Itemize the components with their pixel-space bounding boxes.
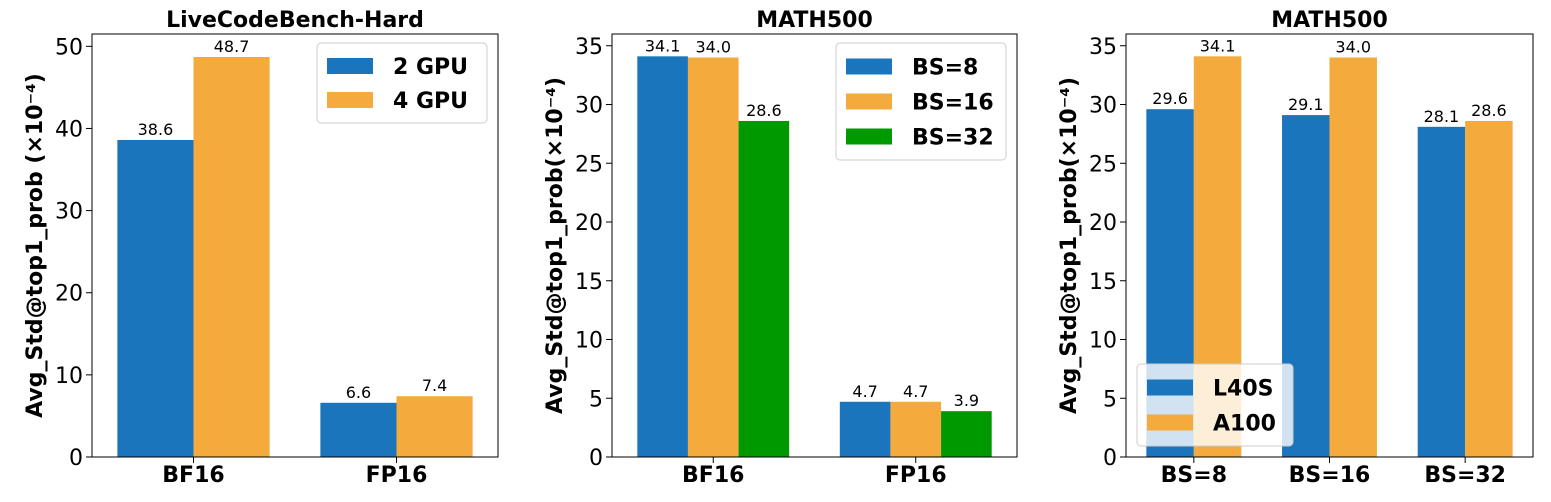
y-axis-label: Avg_Std@top1_prob(×10⁻⁴)	[543, 77, 568, 414]
legend-label: 2 GPU	[393, 55, 468, 80]
bar-value-label: 29.1	[1288, 95, 1324, 114]
chart-title: MATH500	[756, 8, 873, 33]
legend-label: A100	[1213, 412, 1276, 437]
bar	[941, 411, 992, 457]
bar	[1329, 57, 1377, 457]
bar-value-label: 48.7	[214, 37, 250, 56]
bar	[193, 56, 270, 458]
legend-swatch	[1147, 379, 1193, 396]
y-tick-label: 25	[1089, 152, 1117, 177]
bar-value-label: 4.7	[852, 382, 877, 401]
bar	[1465, 120, 1513, 457]
bar-value-label: 6.6	[346, 383, 371, 402]
bar	[320, 402, 397, 457]
bar-value-label: 28.1	[1424, 107, 1460, 126]
bar-value-label: 28.6	[1471, 101, 1507, 120]
x-tick-label: BS=8	[1161, 463, 1227, 488]
bar	[396, 396, 473, 457]
bar-value-label: 7.4	[422, 376, 447, 395]
legend-label: BS=16	[912, 91, 994, 116]
x-tick-label: BF16	[682, 463, 744, 488]
legend-swatch	[1147, 414, 1193, 431]
legend-swatch	[846, 128, 892, 145]
bar-value-label: 34.0	[1335, 38, 1371, 57]
legend-label: L40S	[1213, 377, 1273, 402]
bar-value-label: 34.1	[645, 36, 681, 55]
y-tick-label: 40	[55, 117, 83, 142]
y-axis-label: Avg_Std@top1_prob(×10⁻⁴)	[1057, 77, 1082, 414]
x-tick-label: FP16	[885, 463, 947, 488]
x-tick-label: BS=16	[1289, 463, 1371, 488]
axes-frame	[611, 33, 1018, 458]
y-tick-label: 10	[1089, 329, 1117, 354]
bar-value-label: 29.6	[1152, 89, 1188, 108]
y-tick-label: 20	[1089, 211, 1117, 236]
y-tick-label: 5	[589, 387, 603, 412]
y-tick-label: 0	[1103, 446, 1117, 471]
bar	[738, 120, 790, 457]
bar-value-label: 28.6	[746, 101, 782, 120]
y-tick-label: 20	[575, 211, 603, 236]
x-tick-label: BF16	[162, 463, 224, 488]
chart-title: LiveCodeBench-Hard	[166, 8, 424, 33]
bar	[117, 139, 194, 458]
legend-label: BS=8	[912, 56, 978, 81]
legend-label: BS=32	[912, 126, 994, 151]
y-tick-label: 15	[575, 270, 603, 295]
chart-panel-2: MATH500 Avg_Std@top1_prob(×10⁻⁴) 0 5 10 15 20 2…	[543, 8, 1018, 488]
y-tick-label: 35	[1089, 35, 1117, 60]
legend: 2 GPU 4 GPU	[316, 42, 488, 124]
chart-title: MATH500	[1271, 8, 1388, 33]
chart-panel-3: MATH500 Avg_Std@top1_prob(×10⁻⁴) 0 5 10 15 20 2…	[1057, 8, 1534, 488]
bar-value-label: 34.1	[1200, 36, 1236, 55]
legend-swatch	[327, 58, 373, 74]
y-tick-label: 30	[55, 200, 83, 225]
legend: BS=8 BS=16 BS=32	[835, 42, 1007, 161]
legend-swatch	[846, 93, 892, 110]
bar	[839, 401, 891, 457]
y-axis-label: Avg_Std@top1_prob (×10⁻⁴)	[23, 73, 48, 418]
bar-value-label: 34.0	[695, 38, 731, 57]
axes-frame	[91, 33, 499, 458]
bar-value-label: 38.6	[138, 120, 174, 139]
y-tick-label: 30	[575, 94, 603, 119]
y-tick-label: 50	[55, 35, 83, 60]
x-tick-label: FP16	[366, 463, 428, 488]
y-tick-label: 10	[55, 364, 83, 389]
chart-panel-1: LiveCodeBench-Hard Avg_Std@top1_prob (×10…	[23, 8, 499, 488]
y-tick-label: 5	[1103, 387, 1117, 412]
legend-swatch	[327, 92, 373, 108]
bar	[687, 57, 739, 457]
bar	[890, 401, 942, 457]
x-tick-label: BS=32	[1424, 463, 1506, 488]
bar-value-label: 4.7	[903, 382, 928, 401]
bar	[637, 56, 688, 457]
y-tick-label: 0	[69, 446, 83, 471]
y-tick-label: 15	[1089, 270, 1117, 295]
y-tick-label: 20	[55, 282, 83, 307]
y-tick-label: 25	[575, 152, 603, 177]
bar	[1417, 126, 1466, 457]
bar-value-label: 3.9	[954, 391, 979, 410]
legend: L40S A100	[1136, 363, 1294, 447]
y-tick-label: 10	[575, 329, 603, 354]
y-tick-label: 35	[575, 35, 603, 60]
y-tick-label: 30	[1089, 94, 1117, 119]
y-tick-label: 0	[589, 446, 603, 471]
axes-frame	[1125, 33, 1534, 458]
legend-label: 4 GPU	[393, 89, 468, 114]
legend-swatch	[846, 58, 892, 75]
